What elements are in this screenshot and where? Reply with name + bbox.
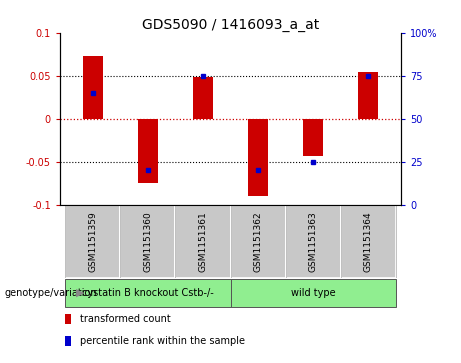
Bar	[176, 205, 230, 278]
Text: GSM1151364: GSM1151364	[364, 211, 372, 272]
Text: GSM1151360: GSM1151360	[143, 211, 153, 272]
Bar	[230, 205, 285, 278]
Bar	[285, 205, 341, 278]
Bar	[303, 119, 323, 156]
Bar	[248, 119, 268, 196]
Text: cystatin B knockout Cstb-/-: cystatin B knockout Cstb-/-	[82, 288, 214, 298]
Bar	[285, 205, 341, 278]
Bar	[341, 205, 396, 278]
Bar	[341, 205, 396, 278]
Bar	[193, 77, 213, 119]
Bar	[359, 72, 378, 119]
Text: GSM1151359: GSM1151359	[89, 211, 97, 272]
Bar	[230, 279, 396, 307]
Bar	[138, 119, 158, 183]
Text: GSM1151363: GSM1151363	[308, 211, 318, 272]
Bar	[65, 279, 230, 307]
Text: GSM1151362: GSM1151362	[254, 211, 262, 272]
Bar	[230, 205, 285, 278]
Text: genotype/variation: genotype/variation	[5, 288, 97, 298]
Bar	[83, 56, 103, 119]
Bar	[65, 336, 71, 346]
Text: transformed count: transformed count	[80, 314, 171, 324]
Bar	[65, 205, 120, 278]
Text: ▶: ▶	[76, 288, 84, 298]
Bar	[65, 314, 71, 324]
Bar	[120, 205, 176, 278]
Title: GDS5090 / 1416093_a_at: GDS5090 / 1416093_a_at	[142, 18, 319, 32]
Text: GSM1151361: GSM1151361	[199, 211, 207, 272]
Bar	[120, 205, 176, 278]
Text: percentile rank within the sample: percentile rank within the sample	[80, 336, 245, 346]
Bar	[176, 205, 230, 278]
Text: wild type: wild type	[291, 288, 335, 298]
Bar	[65, 205, 120, 278]
